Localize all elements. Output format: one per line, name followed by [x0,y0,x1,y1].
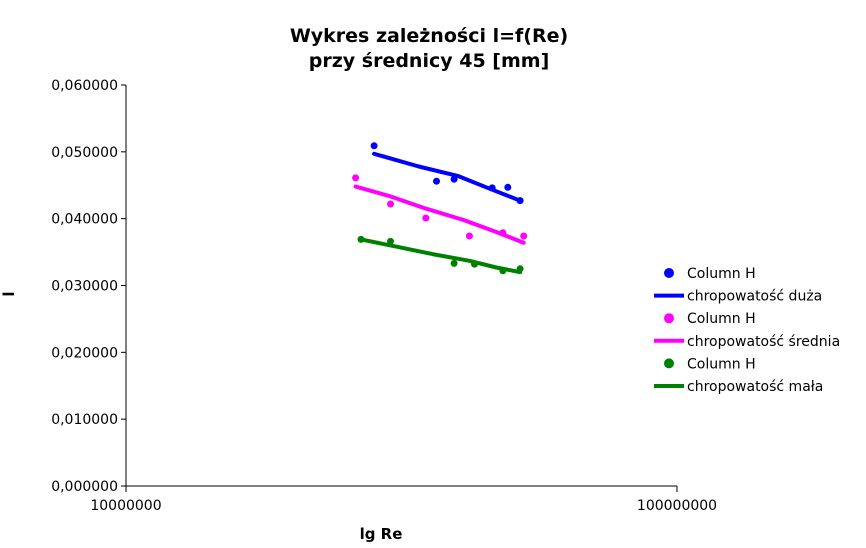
legend-entry-label: Column H [687,266,756,282]
legend-entry-label: chropowatość mała [687,379,823,395]
x-tick-label: 10000000 [90,498,161,514]
data-point [499,267,507,275]
data-point [516,197,524,205]
data-point [387,200,394,208]
data-point [433,177,440,185]
data-point [504,183,512,191]
data-point [499,229,507,237]
y-tick-label: 0,060000 [51,78,118,94]
x-tick-label: 100000000 [637,498,717,514]
axes: 0,000000 0,010000 0,020000 0,030000 0,040000… [51,78,717,514]
legend-entry-label: Column H [687,356,756,372]
y-tick-label: 0,010000 [51,412,118,428]
data-point [450,259,458,267]
plot-area [352,142,528,275]
data-point [465,232,473,240]
data-point [488,184,496,192]
y-tick-label: 0,030000 [51,279,118,295]
legend-marker [664,268,674,278]
legend-entry-label: chropowatość duża [687,289,822,305]
y-tick-label: 0,040000 [51,212,118,228]
chart-subtitle: przy średnicy 45 [mm] [309,50,550,72]
trend-line [359,237,523,275]
legend: Column H chropowatość duża Column H chropow… [654,266,840,395]
y-tick-label: 0,000000 [51,479,118,495]
data-point [387,237,394,245]
data-point [471,260,478,268]
y-tick-label: 0,020000 [51,345,118,361]
y-axis-label: l [0,291,18,296]
data-point [450,175,458,183]
legend-marker [664,313,674,324]
data-point [516,265,524,273]
x-axis-label: lg Re [360,525,403,543]
data-point [370,142,378,150]
trend-line [372,151,523,203]
data-point [357,235,365,243]
chart-title: Wykres zależności l=f(Re) [290,25,568,47]
legend-entry-label: Column H [687,311,756,327]
trend-line [353,184,526,245]
legend-marker [664,358,674,369]
data-point [520,232,528,240]
legend-entry-label: chropowatość średnia [687,334,840,350]
data-point [352,174,360,182]
y-tick-label: 0,050000 [51,145,118,161]
data-point [422,214,430,222]
